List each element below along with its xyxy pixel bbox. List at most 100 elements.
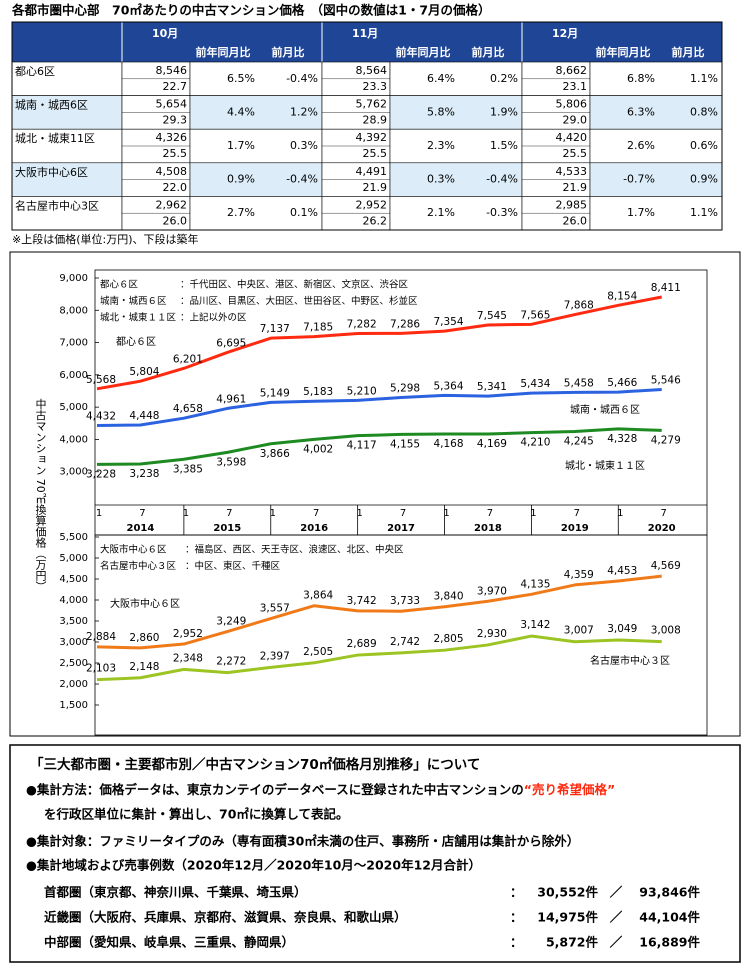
ratio-cell xyxy=(589,196,723,231)
mom: 0.6% xyxy=(690,139,718,152)
y-tick-label: 1,500 xyxy=(59,700,88,711)
value-label: 2,860 xyxy=(129,632,159,644)
value-label: 4,359 xyxy=(564,569,594,581)
value-label: 4,569 xyxy=(651,560,681,572)
region-sep: ： xyxy=(510,885,523,900)
price: 4,491 xyxy=(356,165,388,178)
x-tick-label: 1 xyxy=(270,508,276,519)
value-label: 4,210 xyxy=(520,437,550,449)
ratio-cell xyxy=(189,196,323,231)
price: 4,392 xyxy=(356,131,388,144)
legend-region: 城北・城東１１区 xyxy=(100,312,177,324)
value-label: 5,804 xyxy=(129,366,159,378)
age: 23.3 xyxy=(363,80,388,93)
mom: -0.3% xyxy=(486,206,518,219)
month-header: 11月 xyxy=(352,27,378,40)
legend-areas: ：福島区、西区、天王寺区、浪速区、北区、中央区 xyxy=(185,544,404,556)
price: 4,326 xyxy=(156,131,188,144)
age: 29.0 xyxy=(563,114,588,127)
legend-areas: ：千代田区、中央区、港区、新宿区、文京区、渋谷区 xyxy=(180,279,409,291)
method-part: “売り希望価格” xyxy=(524,782,615,797)
region-name: 首都圏（東京都、神奈川県、千葉県、埼玉県） xyxy=(44,885,307,900)
region-count: 5,872件 xyxy=(546,935,599,950)
ratio-cell xyxy=(389,95,523,130)
yoy: 6.5% xyxy=(227,72,255,85)
value-label: 3,008 xyxy=(651,625,681,637)
region-sep: ： xyxy=(510,935,523,950)
age: 26.0 xyxy=(163,214,188,227)
x-tick-label: 7 xyxy=(661,508,667,519)
legend-areas: ：上記以外の区 xyxy=(180,312,247,324)
year-label: 2014 xyxy=(127,523,155,534)
y-tick-label: 5,000 xyxy=(59,553,88,564)
age: 25.5 xyxy=(563,147,588,160)
value-label: 8,154 xyxy=(607,290,637,302)
year-label: 2018 xyxy=(474,523,502,534)
age: 26.0 xyxy=(563,214,588,227)
y-tick-label: 5,500 xyxy=(59,532,88,543)
mom: 1.1% xyxy=(690,206,718,219)
series-name: 名古屋市中心３区 xyxy=(590,654,670,667)
y-tick-label: 5,000 xyxy=(59,402,88,413)
mom: 1.9% xyxy=(490,105,518,118)
value-label: 5,546 xyxy=(651,375,681,387)
x-tick-label: 7 xyxy=(574,508,580,519)
mom: 0.1% xyxy=(290,206,318,219)
age: 25.5 xyxy=(163,147,188,160)
mom: 0.2% xyxy=(490,72,518,85)
value-label: 5,466 xyxy=(607,377,637,389)
yoy: 2.1% xyxy=(427,206,455,219)
value-label: 4,658 xyxy=(173,403,203,415)
mom: 1.1% xyxy=(690,72,718,85)
y-tick-label: 9,000 xyxy=(59,273,88,284)
region-slash: ／ xyxy=(610,910,623,925)
value-label: 4,453 xyxy=(607,565,637,577)
value-label: 7,286 xyxy=(390,318,420,330)
value-label: 2,884 xyxy=(86,631,116,643)
row-label: 都心6区 xyxy=(15,65,55,78)
price: 5,806 xyxy=(556,98,588,111)
x-tick-label: 1 xyxy=(183,508,189,519)
yoy: 6.4% xyxy=(427,72,455,85)
series-name: 大阪市中心６区 xyxy=(110,597,180,610)
ratio-cell xyxy=(589,61,723,96)
yoy: 1.7% xyxy=(627,206,655,219)
sub-header: 前年同月比 xyxy=(396,45,451,59)
plot-frame xyxy=(94,534,708,736)
value-label: 4,168 xyxy=(433,438,463,450)
ratio-cell xyxy=(189,61,323,96)
series-name: 城北・城東１１区 xyxy=(565,459,645,472)
month-header: 10月 xyxy=(152,27,178,40)
x-tick-label: 7 xyxy=(139,508,145,519)
series-line xyxy=(96,427,662,466)
region-count: 30,552件 xyxy=(537,885,598,900)
value-label: 3,557 xyxy=(260,603,290,615)
price: 2,952 xyxy=(356,198,388,211)
value-label: 4,279 xyxy=(651,434,681,446)
series-line xyxy=(96,574,662,650)
y-tick-label: 3,000 xyxy=(59,467,88,478)
value-label: 4,117 xyxy=(347,440,377,452)
value-label: 2,505 xyxy=(303,646,333,658)
value-label: 3,840 xyxy=(433,591,463,603)
value-label: 2,397 xyxy=(260,650,290,662)
region-name: 中部圏（愛知県、岐阜県、三重県、静岡県） xyxy=(44,935,294,950)
age: 23.1 xyxy=(563,80,588,93)
mom: 0.3% xyxy=(290,139,318,152)
y-tick-label: 8,000 xyxy=(59,305,88,316)
price: 2,962 xyxy=(156,198,188,211)
x-tick-label: 1 xyxy=(443,508,449,519)
value-label: 7,137 xyxy=(260,323,290,335)
value-label: 5,458 xyxy=(564,377,594,389)
region-name: 近畿圏（大阪府、兵庫県、京都府、滋賀県、奈良県、和歌山県） xyxy=(44,910,407,925)
ratio-cell xyxy=(389,162,523,197)
page-title: 各都市圏中心部 70㎡あたりの中古マンション価格 （図中の数値は1・7月の価格） xyxy=(11,3,491,18)
series-line xyxy=(96,388,662,427)
value-label: 2,952 xyxy=(173,628,203,640)
mom: -0.4% xyxy=(486,173,518,186)
series-name: 城南・城西６区 xyxy=(570,403,640,416)
yoy: 4.4% xyxy=(227,105,255,118)
region-total: 44,104件 xyxy=(639,910,700,925)
mom: -0.4% xyxy=(286,72,318,85)
yoy: 6.8% xyxy=(627,72,655,85)
